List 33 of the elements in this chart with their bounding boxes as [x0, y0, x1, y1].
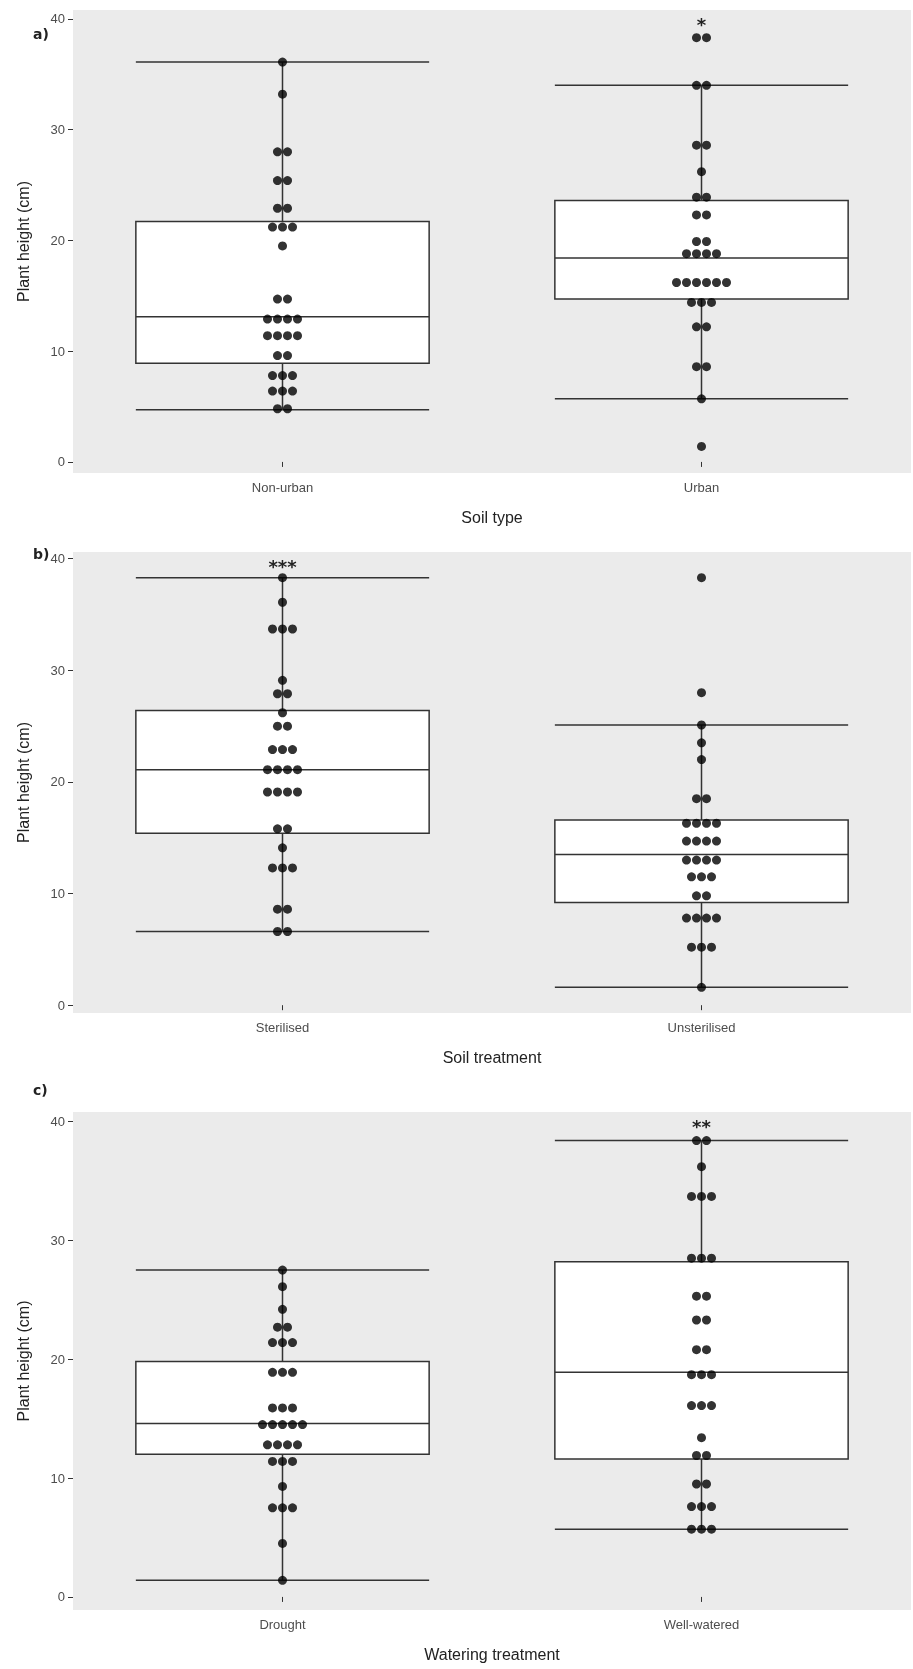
x-tick-label: Urban: [683, 480, 720, 495]
text: a): [33, 26, 49, 42]
x-tick-label: Well-watered: [663, 1617, 740, 1632]
y-tick-label: 10: [50, 343, 65, 359]
y-axis-title: Plant height (cm): [14, 181, 32, 302]
y-tick-label: 0: [57, 1589, 65, 1605]
y-tick-label: 0: [57, 454, 65, 470]
y-tick-label: 10: [50, 1470, 65, 1486]
y-tick-label: 10: [50, 886, 65, 902]
y-tick-label: 20: [50, 774, 65, 790]
y-tick-label: 0: [57, 997, 65, 1013]
annotation: **: [692, 1115, 712, 1137]
y-tick-label: 20: [50, 1351, 65, 1367]
annotation: ***: [268, 555, 298, 577]
chart-title: c): [33, 1082, 48, 1098]
x-tick-label: Drought: [259, 1617, 307, 1632]
annotation: *: [696, 13, 707, 35]
y-tick-label: 40: [50, 551, 65, 567]
x-axis-title: Soil treatment: [442, 1048, 542, 1066]
y-tick-label: 40: [50, 11, 65, 27]
x-tick-label: Sterilised: [255, 1020, 310, 1035]
y-tick-label: 30: [50, 662, 65, 678]
y-tick-label: 40: [50, 1114, 65, 1130]
y-tick-label: 30: [50, 122, 65, 138]
y-axis-title: Plant height (cm): [14, 722, 32, 843]
y-tick-label: 20: [50, 232, 65, 248]
x-axis-title: Watering treatment: [424, 1645, 561, 1663]
y-tick-label: 30: [50, 1232, 65, 1248]
x-tick-label: Unsterilised: [667, 1020, 736, 1035]
y-axis-title: Plant height (cm): [14, 1300, 32, 1422]
x-tick-label: Non-urban: [251, 480, 314, 495]
x-axis-title: Soil type: [461, 508, 523, 526]
chart-title: b): [33, 546, 50, 562]
